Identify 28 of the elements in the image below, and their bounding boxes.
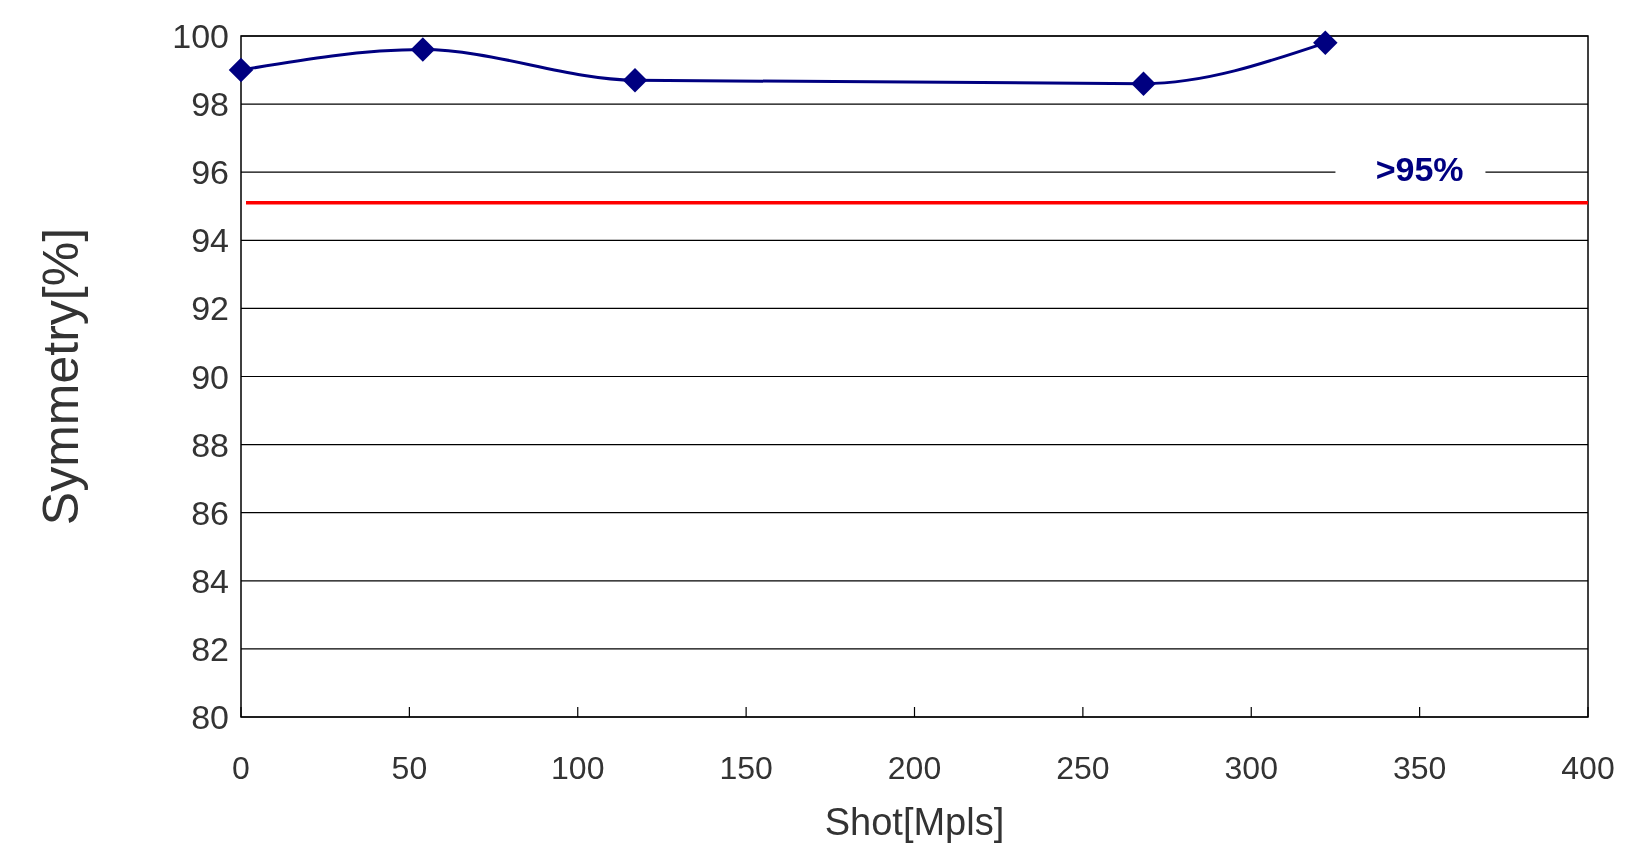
point [622, 68, 648, 93]
x-tick-label: 200 [887, 750, 942, 786]
point [410, 37, 436, 62]
y-tick-label: 84 [191, 561, 229, 600]
x-tick-label: 50 [391, 750, 428, 786]
y-tick-label: 94 [191, 221, 229, 260]
y-tick-label: 100 [172, 17, 229, 55]
point [1131, 71, 1156, 96]
y-tick-label: 98 [191, 85, 229, 124]
x-tick-label: 150 [719, 750, 773, 786]
x-axis-title: Shot[Mpls] [824, 801, 1005, 843]
y-tick-label: 92 [191, 289, 229, 328]
y-tick-label: 88 [191, 425, 229, 464]
x-tick-label: 250 [1056, 750, 1110, 786]
x-tick-label: 350 [1392, 750, 1447, 786]
y-tick-label: 96 [191, 153, 229, 192]
point [1313, 30, 1338, 56]
x-tick-label: 300 [1224, 750, 1278, 786]
ref-line-label: >95% [1375, 149, 1464, 188]
y-tick-label: 90 [191, 357, 229, 396]
x-tick-label: 100 [551, 750, 605, 786]
y-axis-title: Symmetry[%] [33, 227, 89, 526]
y-tick-label: 86 [191, 493, 229, 532]
x-tick-label: 400 [1561, 750, 1615, 786]
x-tick-label: 0 [232, 750, 250, 786]
y-tick-label: 82 [191, 629, 229, 668]
point [228, 57, 254, 83]
y-tick-label: 80 [191, 698, 229, 736]
